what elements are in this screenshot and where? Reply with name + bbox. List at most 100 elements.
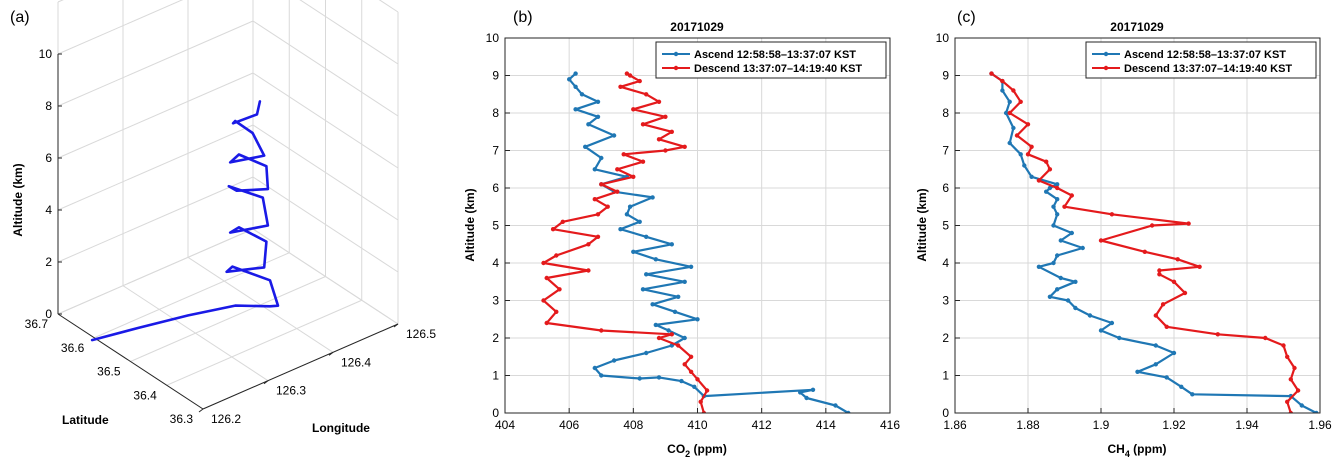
b-series-point-1 [682, 362, 687, 367]
panel-c-ylabel: Altitude (km) [915, 188, 929, 261]
panel-b-co2-profile: (b) 20171029 404 406 408 410 412 414 416 0 1 2 3 4 5… [463, 9, 900, 458]
b-xtick-label: 410 [687, 418, 707, 432]
panel-a-ylabel: Latitude [62, 413, 109, 427]
c-series-point-1 [1288, 377, 1294, 382]
c-series-point-0 [1011, 125, 1016, 131]
c-series-1 [989, 71, 1301, 413]
c-series-point-0 [1055, 182, 1060, 187]
c-series-point-1 [1157, 272, 1162, 277]
b-series-point-0 [583, 144, 588, 149]
panel-b-grid [504, 37, 891, 414]
b-series-point-1 [637, 78, 642, 84]
panel-a-ztick-label: 10 [39, 47, 53, 61]
c-series-point-1 [1281, 343, 1286, 348]
c-series-point-0 [1018, 152, 1023, 157]
b-ytick-label: 6 [492, 181, 499, 195]
b-series-point-0 [833, 403, 838, 408]
c-series-point-0 [1153, 343, 1159, 348]
panel-a-trajectory-line [90, 100, 280, 342]
b-series-point-0 [682, 279, 687, 284]
b-series-point-0 [653, 257, 658, 262]
c-series-point-0 [1135, 369, 1140, 374]
b-ytick-label: 4 [492, 256, 499, 270]
b-series-point-0 [592, 365, 597, 371]
b-series-point-0 [669, 242, 674, 247]
b-series-point-1 [698, 399, 703, 404]
b-series-point-0 [595, 114, 601, 120]
c-series-point-0 [1055, 197, 1060, 202]
b-series-point-0 [640, 287, 646, 292]
b-legend-marker-0 [673, 51, 679, 57]
b-series-point-0 [637, 376, 642, 381]
b-series-point-1 [599, 328, 604, 333]
c-ytick-label: 6 [942, 181, 949, 195]
c-series-point-0 [1073, 279, 1078, 284]
c-series-point-1 [1055, 185, 1060, 191]
c-series-point-1 [1149, 223, 1155, 228]
b-series-point-0 [846, 410, 851, 413]
b-series-point-0 [650, 302, 655, 307]
b-xtick-label: 406 [559, 418, 579, 432]
panel-a-3d-trajectory: (a) 126.2 126.3 126.4 126.5 36.3 36.4 36.5 36.6… [10, 0, 436, 435]
panel-a-sidewall-grid [299, 0, 399, 65]
b-series-point-0 [810, 387, 816, 392]
c-series-point-0 [1007, 140, 1012, 146]
c-series-point-1 [1025, 122, 1031, 127]
panel-b-label: (b) [513, 9, 533, 26]
panel-a-y-axis [57, 313, 204, 410]
b-ytick-label: 8 [492, 106, 499, 120]
panel-c-ticks: 1.86 1.88 1.9 1.92 1.94 1.96 0 1 2 3 4 5 6 7 8 9 10 [936, 31, 1332, 432]
panel-b-xlabel-main: CO [667, 442, 685, 456]
panel-c-grid [954, 37, 1321, 414]
panel-a-x-axis [202, 323, 399, 410]
panel-a-floor-grid [130, 276, 326, 362]
panel-a-ticks: 126.2 126.3 126.4 126.5 36.3 36.4 36.5 36.6 36.7… [25, 47, 437, 426]
b-series-point-0 [804, 395, 809, 401]
c-series-point-1 [1292, 365, 1297, 371]
b-series-1 [541, 71, 710, 413]
c-series-point-1 [1069, 193, 1075, 198]
c-series-point-0 [1065, 298, 1071, 303]
panel-b-axes [504, 37, 891, 414]
c-xtick-label: 1.92 [1162, 418, 1186, 432]
panel-a-floor-grid [166, 299, 362, 386]
b-series-point-1 [663, 114, 668, 120]
b-series-point-0 [611, 133, 617, 138]
b-series-point-1 [618, 84, 623, 90]
b-series-point-1 [656, 137, 662, 142]
c-series-point-0 [1051, 223, 1056, 228]
c-series-point-0 [1087, 313, 1093, 318]
c-series-point-0 [1047, 185, 1053, 191]
b-ytick-label: 10 [486, 31, 500, 45]
panel-c-series [989, 71, 1319, 413]
panel-a-backwall-grid [57, 0, 184, 55]
c-series-point-0 [1055, 212, 1060, 217]
c-xtick-label: 1.94 [1235, 418, 1259, 432]
panel-c-xlabel: CH4 (ppm) [1107, 442, 1166, 458]
c-series-point-0 [1098, 328, 1104, 333]
b-series-point-1 [682, 144, 687, 149]
panel-a-xtick-mark [328, 351, 334, 356]
b-ytick-label: 3 [492, 294, 499, 308]
c-series-point-0 [1153, 362, 1159, 367]
b-series-point-1 [586, 242, 591, 247]
b-series-point-0 [573, 84, 578, 90]
b-series-point-1 [688, 369, 694, 374]
c-series-point-1 [1164, 324, 1169, 329]
b-series-point-1 [624, 71, 630, 76]
panel-a-ytick-label: 36.4 [133, 388, 157, 402]
c-series-point-1 [1295, 388, 1301, 393]
b-series-point-1 [554, 309, 559, 314]
c-series-point-0 [1051, 204, 1056, 209]
c-xtick-label: 1.86 [943, 418, 967, 432]
b-xtick-label: 404 [495, 418, 515, 432]
c-series-point-0 [1022, 163, 1027, 168]
b-series-point-1 [592, 197, 597, 202]
c-series-point-0 [1164, 375, 1169, 380]
b-series-point-1 [560, 219, 565, 224]
c-series-point-0 [1044, 189, 1049, 194]
c-series-point-0 [1299, 403, 1305, 408]
c-series-point-1 [1171, 279, 1177, 284]
panel-a-xlabel: Longitude [312, 421, 370, 435]
b-ytick-label: 5 [492, 219, 499, 233]
